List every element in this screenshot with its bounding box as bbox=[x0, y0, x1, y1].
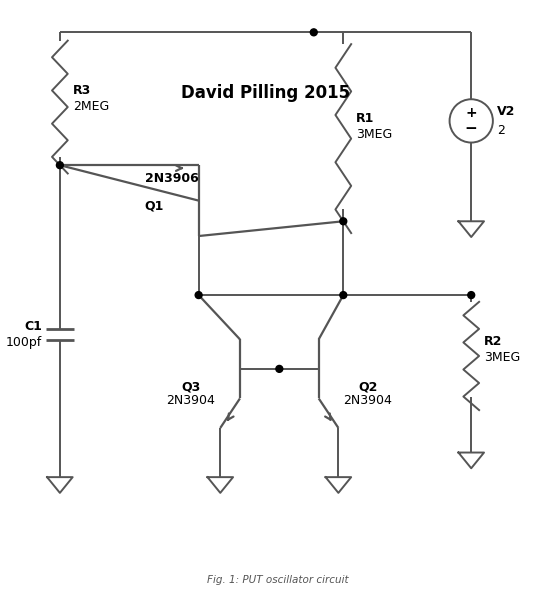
Text: Q3: Q3 bbox=[181, 380, 200, 394]
Circle shape bbox=[340, 218, 347, 225]
Text: −: − bbox=[465, 121, 478, 136]
Text: 2N3906: 2N3906 bbox=[144, 172, 198, 185]
Text: 2: 2 bbox=[497, 124, 505, 137]
Text: R3: R3 bbox=[73, 85, 91, 97]
Circle shape bbox=[468, 292, 475, 299]
Text: 3MEG: 3MEG bbox=[356, 128, 392, 141]
Text: 2N3904: 2N3904 bbox=[344, 394, 392, 407]
Circle shape bbox=[310, 29, 317, 36]
Text: R1: R1 bbox=[356, 112, 375, 125]
Circle shape bbox=[276, 365, 283, 373]
Text: R2: R2 bbox=[484, 335, 502, 348]
Text: 2N3904: 2N3904 bbox=[166, 394, 215, 407]
Text: David Pilling 2015: David Pilling 2015 bbox=[181, 85, 350, 103]
Circle shape bbox=[56, 162, 63, 169]
Text: Fig. 1: PUT oscillator circuit: Fig. 1: PUT oscillator circuit bbox=[207, 575, 348, 586]
Text: C1: C1 bbox=[24, 320, 42, 333]
Text: Q1: Q1 bbox=[144, 199, 164, 212]
Text: 100pf: 100pf bbox=[6, 336, 42, 349]
Text: +: + bbox=[465, 106, 477, 120]
Circle shape bbox=[340, 292, 347, 299]
Circle shape bbox=[195, 292, 202, 299]
Text: Q2: Q2 bbox=[358, 380, 377, 394]
Text: 3MEG: 3MEG bbox=[484, 350, 520, 364]
Text: V2: V2 bbox=[497, 104, 515, 118]
Text: 2MEG: 2MEG bbox=[73, 100, 109, 113]
